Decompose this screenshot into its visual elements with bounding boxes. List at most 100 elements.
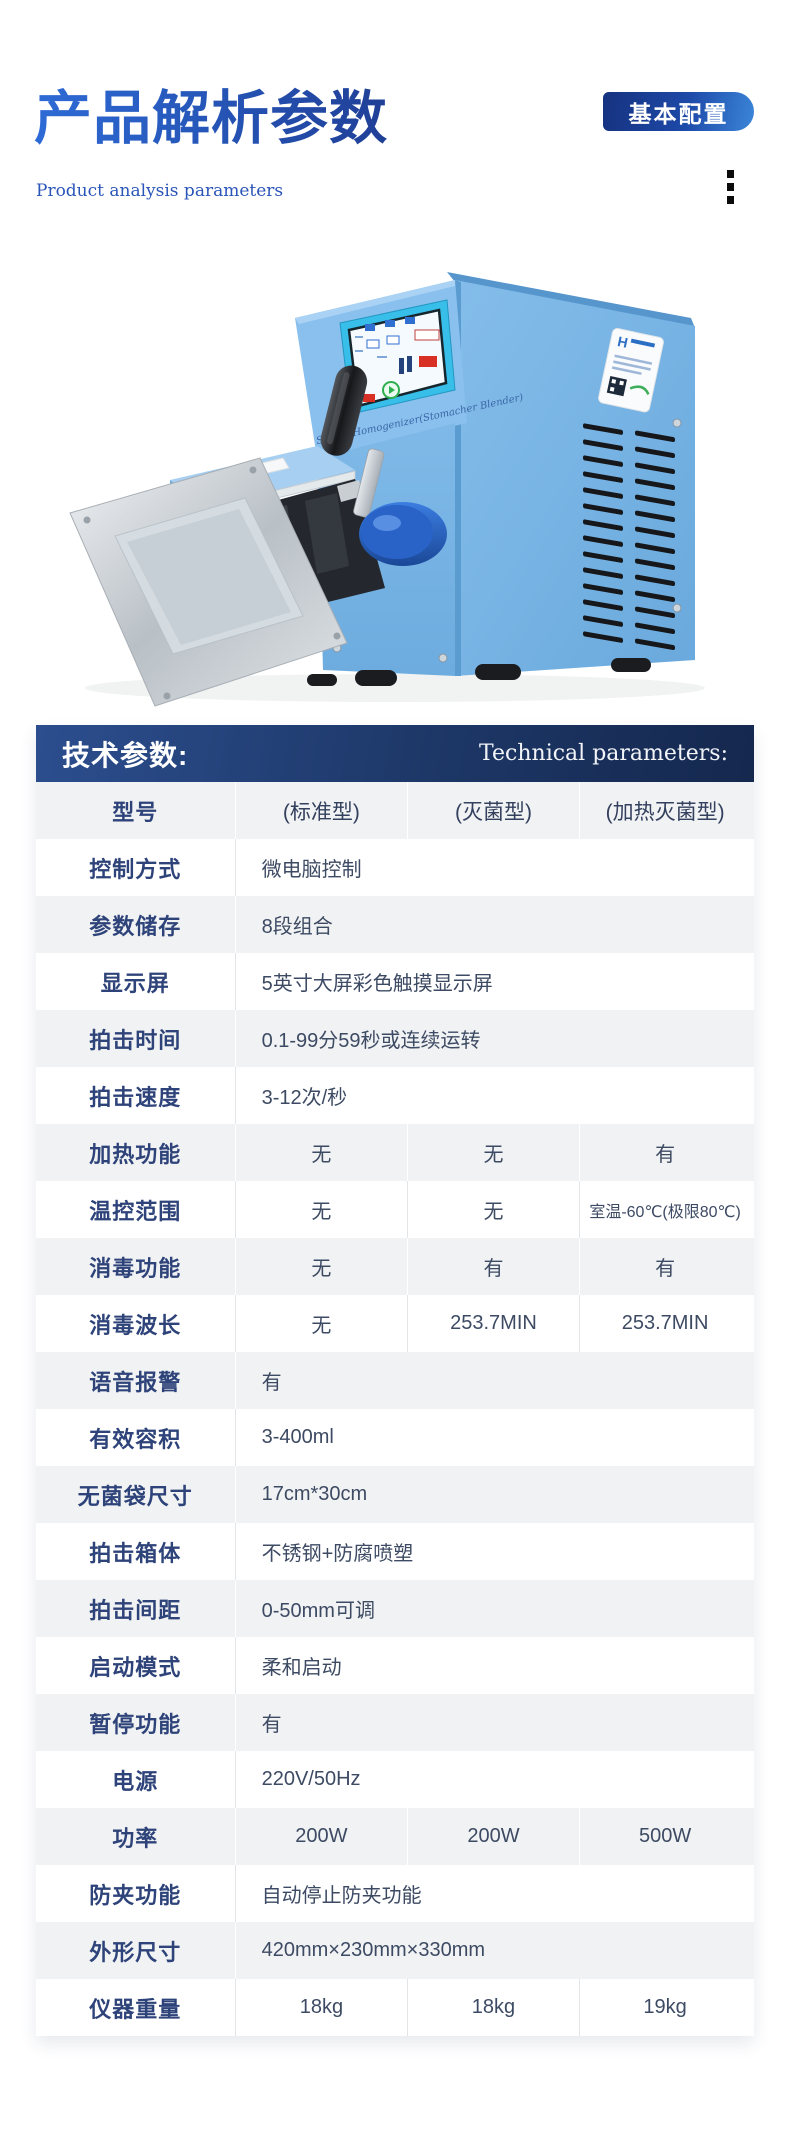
- spec-value: 有: [261, 1372, 282, 1394]
- spec-label: 型号: [36, 782, 236, 839]
- spec-value: 19kg: [578, 1979, 751, 2036]
- spec-value: 200W: [295, 1825, 348, 1847]
- stainless-door: [69, 457, 348, 707]
- basic-config-badge: 基本配置: [603, 92, 754, 131]
- spec-label: 有效容积: [36, 1409, 236, 1466]
- table-row: 温控范围无无室温-60℃(极限80℃): [36, 1181, 754, 1238]
- page-title: 产品解析参数: [34, 83, 389, 152]
- spec-label: 仪器重量: [36, 1979, 236, 2036]
- brand-label-sticker: H: [598, 328, 664, 413]
- spec-table: 型号 (标准型) (灭菌型) (加热灭菌型) 控制方式 微电脑控制参数储存 8段组合显示屏 5…: [36, 782, 754, 2036]
- spec-value: 253.7MIN: [407, 1295, 579, 1352]
- brand-letter: H: [616, 333, 629, 351]
- spec-value: 无: [311, 1315, 332, 1337]
- tech-params-banner: 技术参数: Technical parameters:: [36, 725, 754, 782]
- spec-value: 无: [311, 1201, 332, 1223]
- table-row: 外形尺寸 420mm×230mm×330mm: [36, 1922, 754, 1979]
- table-row: 拍击时间 0.1-99分59秒或连续运转: [36, 1010, 754, 1067]
- qr-code-icon: [606, 376, 627, 397]
- spec-value: 室温-60℃(极限80℃): [578, 1181, 751, 1238]
- spec-value: 有: [578, 1124, 751, 1181]
- table-row: 控制方式 微电脑控制: [36, 839, 754, 896]
- spec-label: 无菌袋尺寸: [36, 1466, 236, 1523]
- page-subtitle: Product analysis parameters: [36, 181, 284, 201]
- spec-value: 500W: [578, 1808, 751, 1865]
- spec-value: 有: [578, 1238, 751, 1295]
- spec-value: 不锈钢+防腐喷塑: [261, 1543, 414, 1565]
- spec-label: 功率: [36, 1808, 236, 1865]
- spec-label: 消毒波长: [36, 1295, 236, 1352]
- spec-label: 拍击间距: [36, 1580, 236, 1637]
- spec-value: 柔和启动: [261, 1657, 342, 1679]
- spec-value: 8段组合: [261, 916, 333, 938]
- spec-label: 防夹功能: [36, 1865, 236, 1922]
- spec-value: 自动停止防夹功能: [261, 1885, 422, 1907]
- table-row: 有效容积 3-400ml: [36, 1409, 754, 1466]
- touchscreen: [339, 299, 456, 415]
- spec-label: 拍击时间: [36, 1010, 236, 1067]
- table-row: 语音报警 有: [36, 1352, 754, 1409]
- table-row: 消毒波长 无 253.7MIN 253.7MIN: [36, 1295, 754, 1352]
- spec-value: 3-12次/秒: [261, 1087, 348, 1109]
- spec-label: 暂停功能: [36, 1694, 236, 1751]
- spec-value: 18kg: [299, 1996, 344, 2018]
- table-row: 消毒功能 无 有有: [36, 1238, 754, 1295]
- machine-tower: H: [438, 272, 695, 676]
- spec-value: 3-400ml: [261, 1426, 334, 1448]
- machine-feet: [307, 658, 651, 686]
- spec-label: 启动模式: [36, 1637, 236, 1694]
- ground-shadow: [85, 674, 705, 702]
- spec-value: 无: [311, 1258, 332, 1280]
- spec-value: 18kg: [407, 1979, 579, 2036]
- spec-label: 控制方式: [36, 839, 236, 896]
- table-row: 功率 200W 200W 500W: [36, 1808, 754, 1865]
- product-photo: H: [55, 218, 735, 713]
- table-row: 拍击间距 0-50mm可调: [36, 1580, 754, 1637]
- spec-value: 200W: [407, 1808, 579, 1865]
- spec-value: 0.1-99分59秒或连续运转: [261, 1030, 481, 1052]
- spec-value: 0-50mm可调: [261, 1600, 375, 1622]
- table-row: 加热功能无无有: [36, 1124, 754, 1181]
- spec-label: 拍击箱体: [36, 1523, 236, 1580]
- spec-value: 5英寸大屏彩色触摸显示屏: [261, 973, 493, 995]
- model-column-header: (灭菌型): [407, 782, 579, 839]
- table-row: 防夹功能 自动停止防夹功能: [36, 1865, 754, 1922]
- table-row: 启动模式 柔和启动: [36, 1637, 754, 1694]
- table-row: 电源 220V/50Hz: [36, 1751, 754, 1808]
- spec-label: 电源: [36, 1751, 236, 1808]
- table-row: 参数储存 8段组合: [36, 896, 754, 953]
- vent-slats-icon: [583, 423, 675, 651]
- table-row: 暂停功能 有: [36, 1694, 754, 1751]
- model-header-row: 型号 (标准型) (灭菌型) (加热灭菌型): [36, 782, 754, 839]
- tech-params-title-en: Technical parameters:: [479, 741, 728, 766]
- spec-label: 显示屏: [36, 953, 236, 1010]
- spec-value: 无: [407, 1181, 579, 1238]
- spec-label: 消毒功能: [36, 1238, 236, 1295]
- spec-value: 253.7MIN: [578, 1295, 751, 1352]
- spec-value: 微电脑控制: [261, 859, 362, 881]
- table-row: 仪器重量 18kg 18kg 19kg: [36, 1979, 754, 2036]
- spec-value: 420mm×230mm×330mm: [261, 1939, 486, 1961]
- spec-label: 拍击速度: [36, 1067, 236, 1124]
- table-row: 显示屏 5英寸大屏彩色触摸显示屏: [36, 953, 754, 1010]
- model-column-header: (标准型): [282, 800, 360, 824]
- spec-value: 220V/50Hz: [261, 1768, 361, 1790]
- spec-value: 有: [261, 1714, 282, 1736]
- spec-label: 加热功能: [36, 1124, 236, 1181]
- handle: [320, 365, 447, 566]
- tech-specs-section: 技术参数: Technical parameters: 型号 (标准型) (灭菌型)…: [36, 725, 754, 2036]
- spec-value: 无: [407, 1124, 579, 1181]
- model-column-header: (加热灭菌型): [578, 782, 751, 839]
- spec-label: 参数储存: [36, 896, 236, 953]
- table-row: 无菌袋尺寸 17cm*30cm: [36, 1466, 754, 1523]
- vertical-dots-icon: [727, 170, 734, 204]
- spec-label: 语音报警: [36, 1352, 236, 1409]
- spec-label: 外形尺寸: [36, 1922, 236, 1979]
- table-row: 拍击箱体 不锈钢+防腐喷塑: [36, 1523, 754, 1580]
- spec-value: 17cm*30cm: [261, 1483, 368, 1505]
- tech-params-title-cn: 技术参数:: [62, 739, 189, 771]
- spec-label: 温控范围: [36, 1181, 236, 1238]
- spec-value: 无: [311, 1144, 332, 1166]
- touchscreen-ui: [355, 317, 440, 402]
- spec-value: 有: [407, 1238, 579, 1295]
